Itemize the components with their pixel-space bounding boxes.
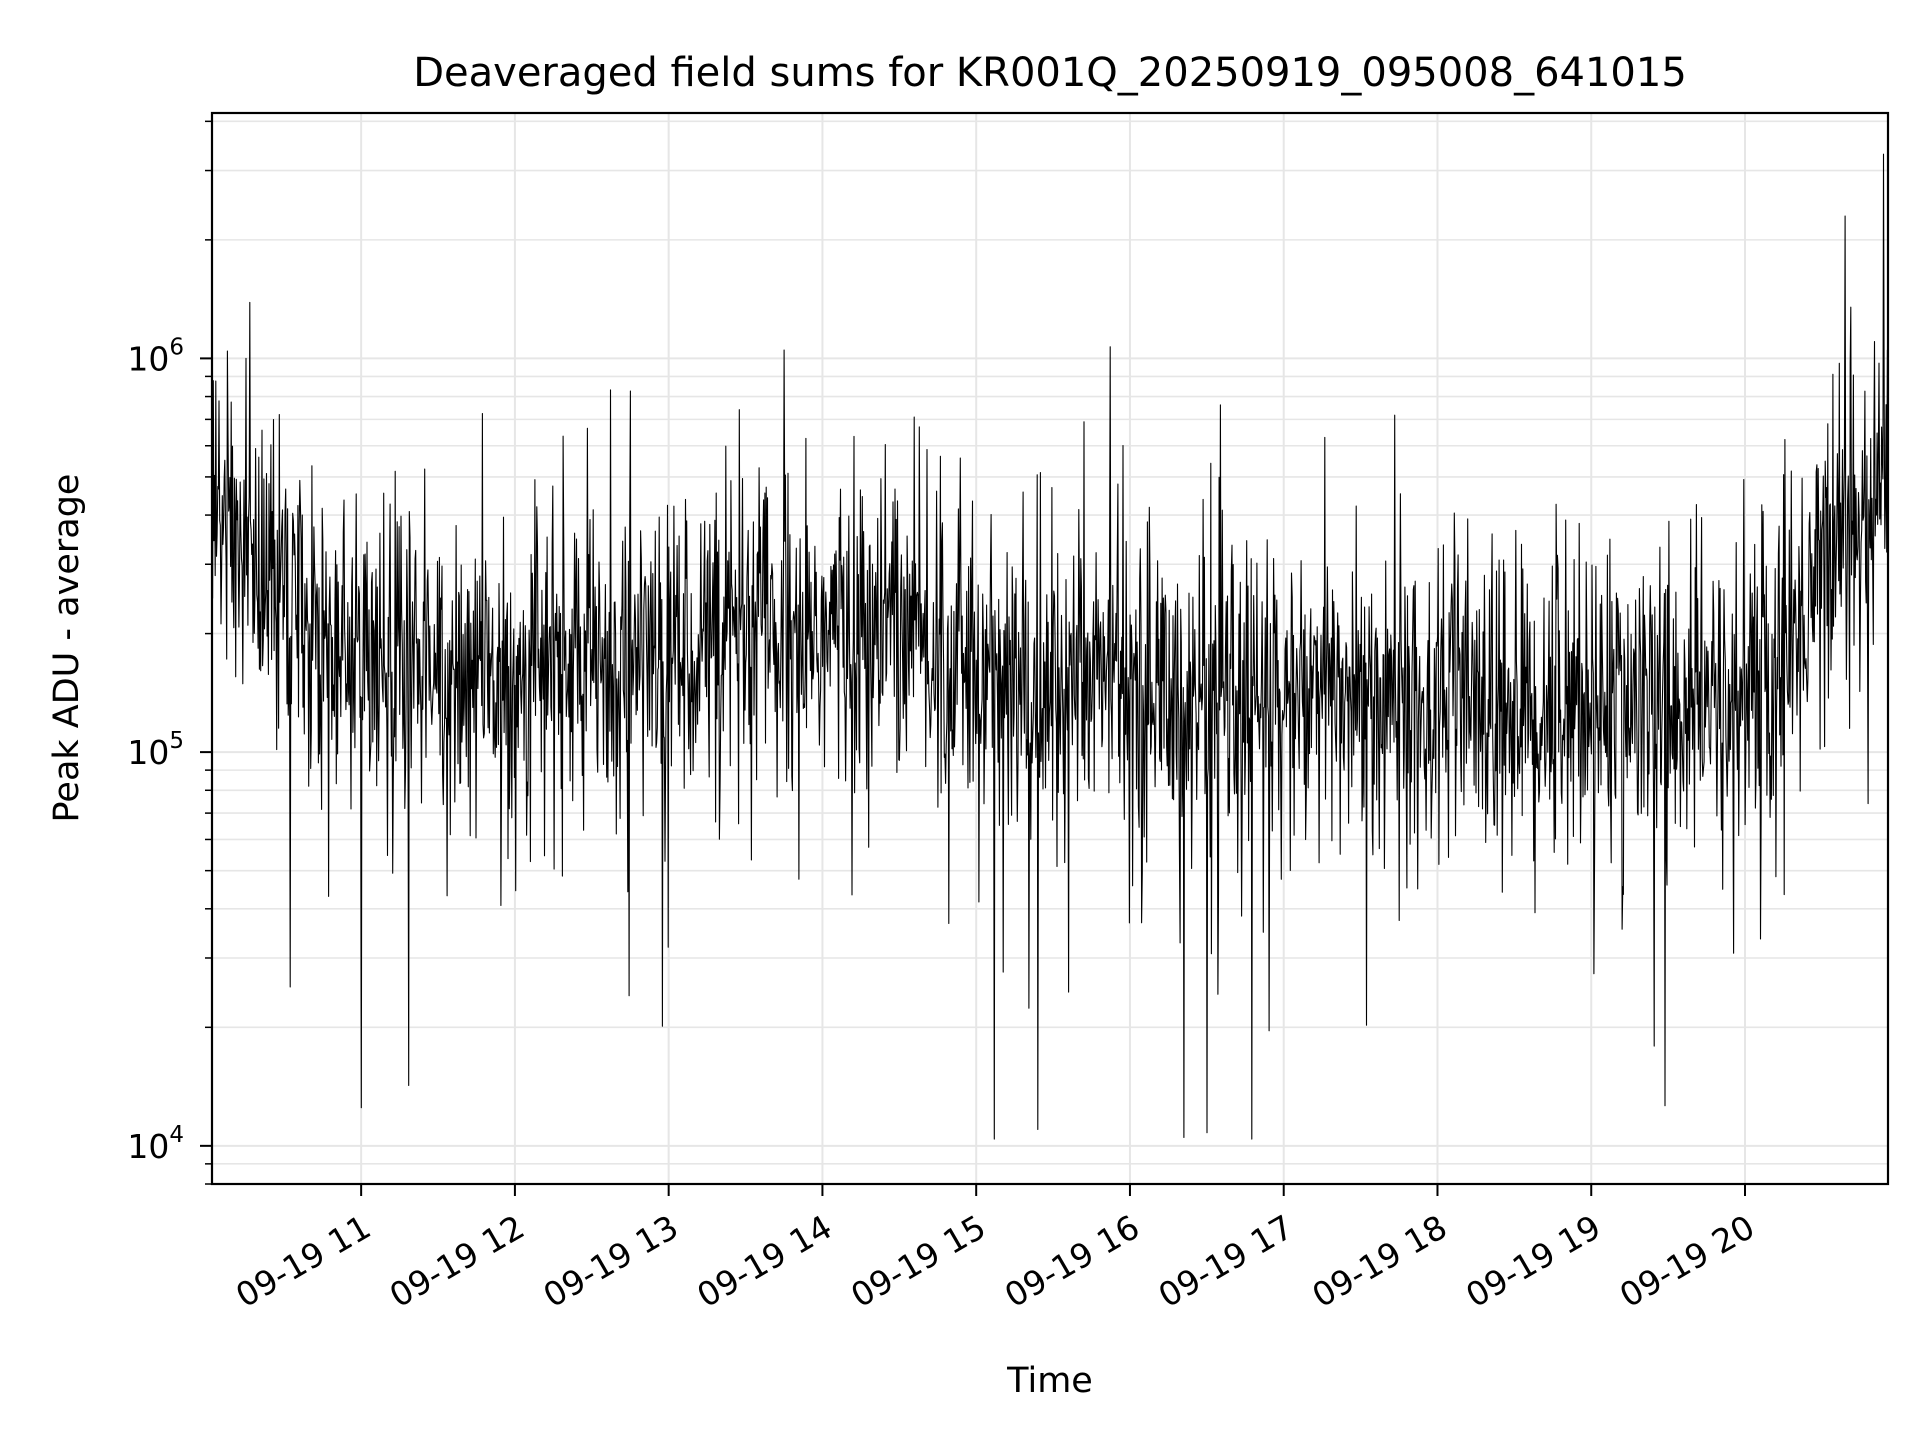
x-tick-label: 09-19 12: [383, 1207, 531, 1315]
y-tick-label: 106: [127, 334, 184, 378]
y-axis: 104 105 106: [127, 120, 212, 1185]
x-tick-label: 09-19 19: [1459, 1207, 1607, 1315]
x-tick-label: 09-19 17: [1152, 1207, 1300, 1315]
plot-frame: [210, 111, 1890, 1186]
x-tick-label: 09-19 20: [1613, 1207, 1761, 1315]
x-tick-label: 09-19 13: [537, 1207, 685, 1315]
grid: [212, 113, 1888, 1185]
chart-title: Deaveraged field sums for KR001Q_2025091…: [413, 50, 1687, 96]
y-tick-label: 105: [127, 728, 184, 772]
x-axis-title: Time: [1006, 1361, 1093, 1401]
x-tick-label: 09-19 15: [844, 1207, 992, 1315]
series: [211, 153, 1889, 1140]
y-tick-label: 104: [127, 1122, 184, 1166]
x-tick-label: 09-19 14: [690, 1207, 838, 1315]
y-axis-title: Peak ADU - average: [47, 474, 87, 823]
series-line: [211, 153, 1889, 1140]
x-tick-label: 09-19 18: [1305, 1207, 1453, 1315]
x-axis: 09-19 11 09-19 12 09-19 13 09-19 14 09-19 15…: [229, 1184, 1761, 1315]
x-tick-label: 09-19 16: [998, 1207, 1146, 1315]
x-tick-label: 09-19 11: [229, 1207, 377, 1315]
